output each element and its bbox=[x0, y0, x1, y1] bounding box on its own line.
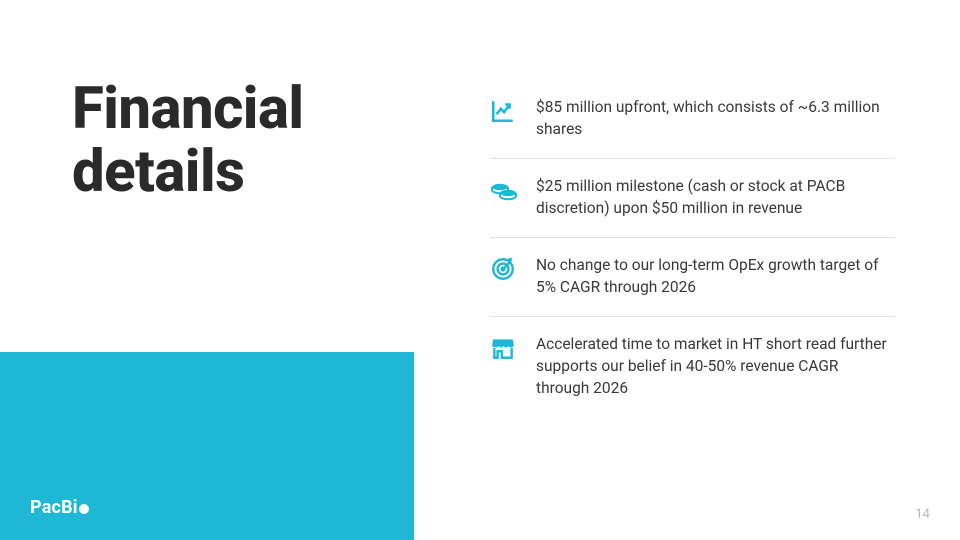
page-number: 14 bbox=[915, 507, 930, 522]
brand-logo-text: PacBi bbox=[30, 497, 78, 518]
list-item-text: No change to our long-term OpEx growth t… bbox=[536, 254, 895, 298]
list-item-text: Accelerated time to market in HT short r… bbox=[536, 333, 895, 399]
coins-icon bbox=[490, 175, 536, 203]
title-line-1: Financial bbox=[72, 75, 304, 143]
target-icon bbox=[490, 254, 536, 282]
list-item: $25 million milestone (cash or stock at … bbox=[490, 159, 895, 238]
list-item: No change to our long-term OpEx growth t… bbox=[490, 238, 895, 317]
list-item-text: $25 million milestone (cash or stock at … bbox=[536, 175, 895, 219]
brand-logo: PacBi bbox=[30, 497, 89, 518]
list-item: Accelerated time to market in HT short r… bbox=[490, 317, 895, 417]
list-item: $85 million upfront, which consists of ~… bbox=[490, 80, 895, 159]
title-line-2: details bbox=[72, 138, 244, 206]
list-item-text: $85 million upfront, which consists of ~… bbox=[536, 96, 895, 140]
brand-logo-dot bbox=[79, 504, 89, 514]
slide-title: Financial details bbox=[72, 78, 304, 203]
storefront-icon bbox=[490, 333, 536, 361]
detail-list: $85 million upfront, which consists of ~… bbox=[490, 80, 895, 417]
chart-up-icon bbox=[490, 96, 536, 124]
